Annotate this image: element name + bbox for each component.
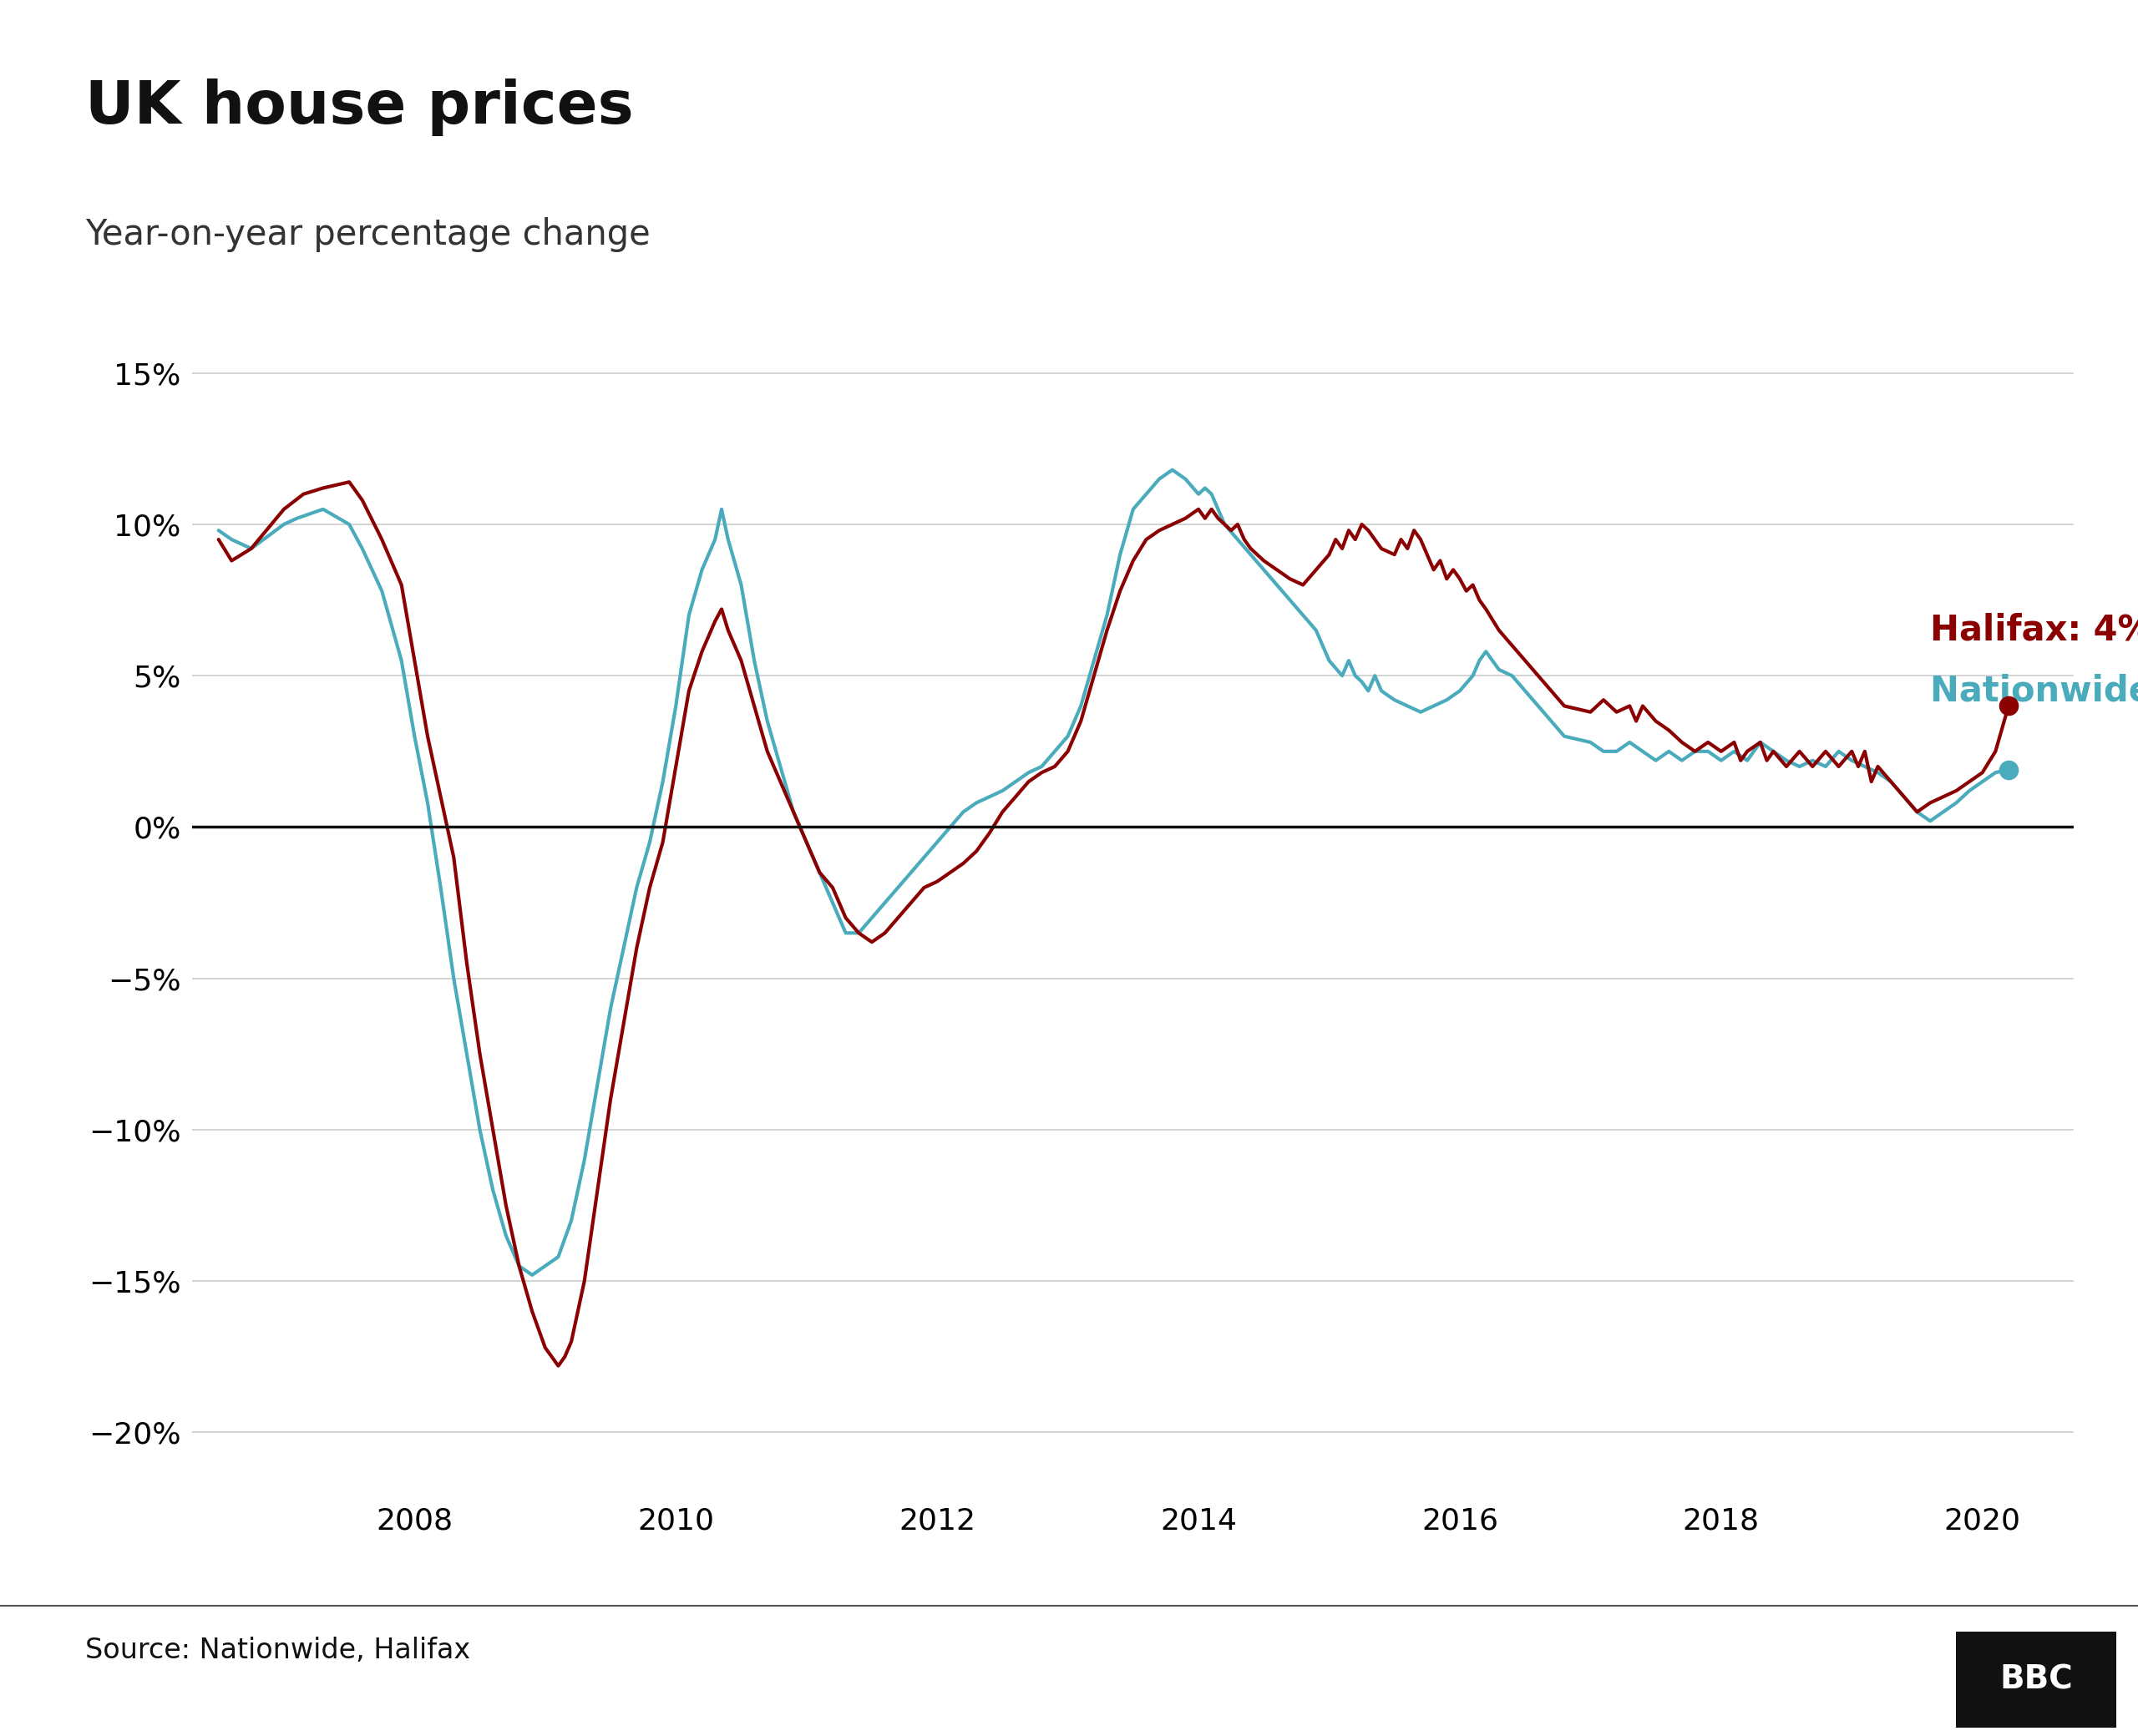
Text: UK house prices: UK house prices — [86, 78, 633, 135]
Text: Nationwide: 1.9%: Nationwide: 1.9% — [1931, 674, 2138, 708]
Text: Source: Nationwide, Halifax: Source: Nationwide, Halifax — [86, 1637, 470, 1665]
Text: Year-on-year percentage change: Year-on-year percentage change — [86, 217, 650, 252]
Text: BBC: BBC — [1999, 1663, 2074, 1696]
Text: Halifax: 4%: Halifax: 4% — [1931, 613, 2138, 648]
